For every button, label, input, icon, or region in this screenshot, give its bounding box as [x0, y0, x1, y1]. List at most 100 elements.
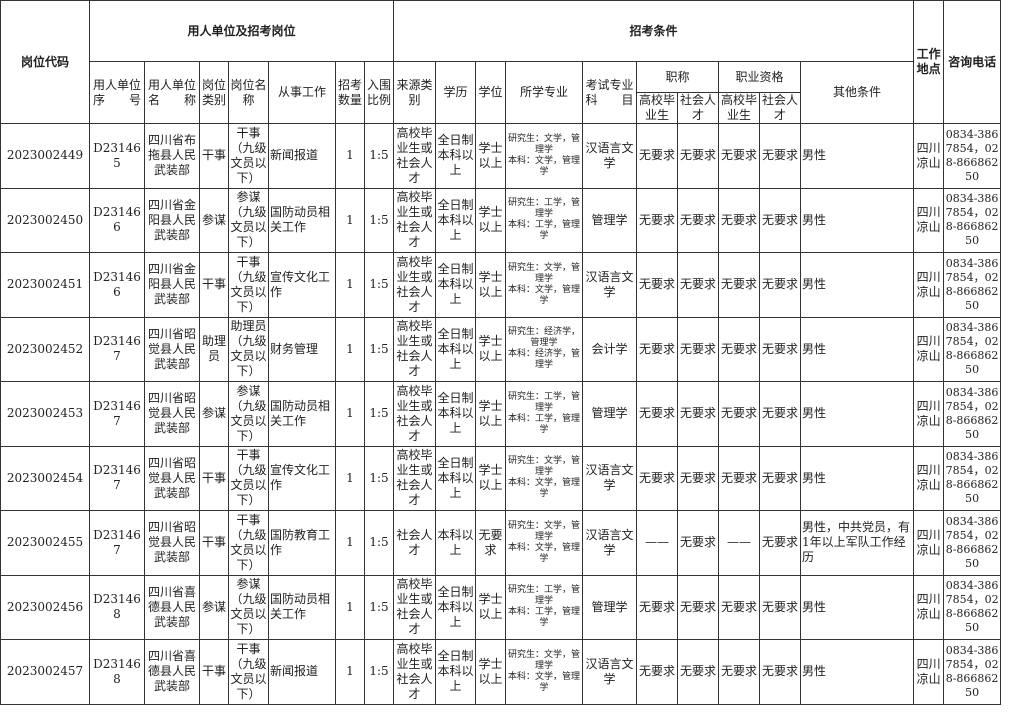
cell-exam: 管理学 [582, 574, 637, 640]
cell-post-type: 干事 [199, 445, 229, 511]
cell-qual-grad: 无要求 [718, 639, 760, 705]
cell-code: 2023002451 [0, 252, 90, 318]
cell-work: 国防动员相关工作 [268, 381, 336, 447]
cell-qual-social: 无要求 [759, 187, 801, 253]
cell-education: 全日制本科以上 [435, 252, 476, 318]
cell-code: 2023002450 [0, 187, 90, 253]
cell-count: 1 [335, 510, 365, 576]
header-work: 从事工作 [268, 61, 336, 124]
cell-post-name: 干事（九级文员以下） [228, 123, 269, 189]
table-row: 2023002454 D231467 四川省昭觉县人民武装部 干事 干事（九级文员以下）… [0, 445, 1002, 511]
cell-other: 男性 [799, 445, 915, 511]
header-location: 工作地点 [913, 0, 945, 124]
cell-title-grad: 无要求 [636, 639, 678, 705]
cell-qual-social: 无要求 [759, 639, 801, 705]
cell-major: 研究生：文学，管理学 本科：文学，管理学 [505, 510, 583, 576]
cell-degree: 学士以上 [475, 639, 506, 705]
cell-degree: 学士以上 [475, 445, 506, 511]
cell-count: 1 [335, 445, 365, 511]
cell-exam: 汉语言文学 [582, 510, 637, 576]
cell-exam: 汉语言文学 [582, 639, 637, 705]
cell-post-type: 干事 [199, 639, 229, 705]
table-body: 2023002449 D231465 四川省布拖县人民武装部 干事 干事（九级文员以下）… [0, 123, 1002, 705]
cell-code: 2023002453 [0, 381, 90, 447]
cell-unit-name: 四川省昭觉县人民武装部 [144, 445, 200, 511]
cell-unit-name: 四川省喜德县人民武装部 [144, 639, 200, 705]
cell-work: 国防教育工作 [268, 510, 336, 576]
cell-unit-no: D231466 [89, 187, 145, 253]
cell-degree: 学士以上 [475, 187, 506, 253]
cell-unit-no: D231466 [89, 252, 145, 318]
cell-unit-name: 四川省金阳县人民武装部 [144, 252, 200, 318]
cell-title-social: 无要求 [677, 381, 719, 447]
cell-code: 2023002449 [0, 123, 90, 189]
cell-post-type: 参谋 [199, 187, 229, 253]
cell-post-name: 参谋（九级文员以下） [228, 574, 269, 640]
cell-unit-no: D231467 [89, 381, 145, 447]
cell-code: 2023002452 [0, 316, 90, 382]
header-code: 岗位代码 [0, 0, 90, 124]
cell-post-name: 参谋（九级文员以下） [228, 381, 269, 447]
cell-count: 1 [335, 123, 365, 189]
cell-code: 2023002456 [0, 574, 90, 640]
table-row: 2023002452 D231467 四川省昭觉县人民武装部 助理员 助理员（九级文员以… [0, 316, 1002, 382]
cell-qual-social: 无要求 [759, 316, 801, 382]
cell-education: 全日制本科以上 [435, 639, 476, 705]
cell-major: 研究生：经济学，管理学 本科：经济学，管理学 [505, 316, 583, 382]
cell-source: 社会人才 [393, 510, 436, 576]
recruitment-table: 岗位代码 用人单位及招考岗位 招考条件 工作地点 咨询电话 用人单位序 号 用人… [0, 0, 1002, 705]
cell-degree: 学士以上 [475, 252, 506, 318]
cell-ratio: 1:5 [364, 187, 394, 253]
cell-post-type: 干事 [199, 510, 229, 576]
header-source: 来源类别 [393, 61, 436, 124]
cell-unit-name: 四川省昭觉县人民武装部 [144, 381, 200, 447]
cell-qual-social: 无要求 [759, 252, 801, 318]
cell-title-grad: 无要求 [636, 316, 678, 382]
cell-source: 高校毕业生或社会人才 [393, 639, 436, 705]
cell-unit-name: 四川省喜德县人民武装部 [144, 574, 200, 640]
cell-work: 财务管理 [268, 316, 336, 382]
cell-unit-no: D231468 [89, 639, 145, 705]
cell-title-social: 无要求 [677, 639, 719, 705]
header-post-name: 岗位名称 [228, 61, 269, 124]
cell-exam: 汉语言文学 [582, 445, 637, 511]
cell-title-social: 无要求 [677, 252, 719, 318]
header-title-social: 社会人才 [677, 92, 719, 124]
cell-location: 四川凉山 [913, 187, 945, 253]
header-major: 所学专业 [505, 61, 583, 124]
cell-qual-grad: 无要求 [718, 445, 760, 511]
header-count: 招考数量 [335, 61, 365, 124]
cell-major: 研究生：工学，管理学 本科：工学，管理学 [505, 381, 583, 447]
cell-work: 新闻报道 [268, 123, 336, 189]
cell-source: 高校毕业生或社会人才 [393, 252, 436, 318]
cell-post-type: 参谋 [199, 381, 229, 447]
cell-post-type: 助理员 [199, 316, 229, 382]
cell-work: 宣传文化工作 [268, 252, 336, 318]
cell-education: 全日制本科以上 [435, 123, 476, 189]
cell-post-name: 参谋（九级文员以下） [228, 187, 269, 253]
cell-degree: 学士以上 [475, 123, 506, 189]
cell-qual-social: 无要求 [759, 510, 801, 576]
cell-work: 国防动员相关工作 [268, 187, 336, 253]
cell-qual-grad: 无要求 [718, 316, 760, 382]
cell-ratio: 1:5 [364, 445, 394, 511]
cell-title-social: 无要求 [677, 123, 719, 189]
header-qual-social: 社会人才 [759, 92, 801, 124]
header-unit-name: 用人单位名 称 [144, 61, 200, 124]
cell-ratio: 1:5 [364, 574, 394, 640]
cell-source: 高校毕业生或社会人才 [393, 381, 436, 447]
header-education: 学历 [435, 61, 476, 124]
cell-title-grad: 无要求 [636, 574, 678, 640]
cell-title-social: 无要求 [677, 187, 719, 253]
cell-phone: 0834-3867854，028-86686250 [943, 187, 1002, 253]
cell-phone: 0834-3867854，028-86686250 [943, 574, 1002, 640]
cell-code: 2023002457 [0, 639, 90, 705]
cell-qual-social: 无要求 [759, 123, 801, 189]
cell-post-type: 干事 [199, 252, 229, 318]
header-title-grad: 高校毕业生 [636, 92, 678, 124]
cell-education: 全日制本科以上 [435, 381, 476, 447]
cell-count: 1 [335, 316, 365, 382]
cell-education: 本科以上 [435, 510, 476, 576]
cell-count: 1 [335, 187, 365, 253]
cell-title-social: 无要求 [677, 510, 719, 576]
